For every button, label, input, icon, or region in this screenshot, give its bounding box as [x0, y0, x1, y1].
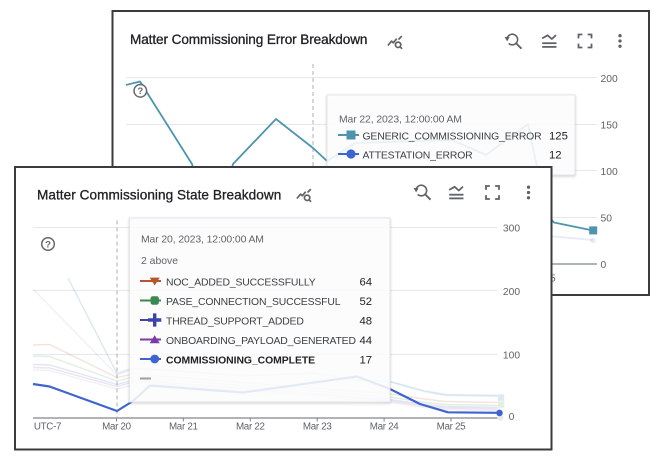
svg-text:Matter Commissioning Error Bre: Matter Commissioning Error Breakdown: [130, 32, 367, 47]
svg-text:12: 12: [549, 149, 562, 161]
svg-text:UTC-7: UTC-7: [34, 422, 61, 433]
svg-text:17: 17: [360, 354, 373, 366]
svg-text:2 above: 2 above: [141, 256, 178, 267]
svg-text:Mar 20, 2023, 12:00:00 AM: Mar 20, 2023, 12:00:00 AM: [141, 235, 264, 246]
svg-text:Mar 20: Mar 20: [102, 422, 132, 433]
svg-text:COMMISSIONING_COMPLETE: COMMISSIONING_COMPLETE: [166, 355, 315, 366]
svg-text:Mar 22, 2023, 12:00:00 AM: Mar 22, 2023, 12:00:00 AM: [339, 115, 462, 126]
svg-text:200: 200: [601, 74, 618, 85]
svg-text:100: 100: [601, 167, 618, 178]
svg-text:Mar 24: Mar 24: [370, 422, 400, 433]
svg-text:44: 44: [360, 335, 373, 347]
svg-text:NOC_ADDED_SUCCESSFULLY: NOC_ADDED_SUCCESSFULLY: [166, 277, 316, 288]
svg-text:48: 48: [360, 315, 373, 327]
svg-text:PASE_CONNECTION_SUCCESSFUL: PASE_CONNECTION_SUCCESSFUL: [166, 297, 341, 308]
svg-text:200: 200: [503, 287, 520, 298]
svg-text:300: 300: [503, 223, 520, 234]
svg-text:Mar 25: Mar 25: [437, 422, 467, 433]
svg-text:ONBOARDING_PAYLOAD_GENERATED: ONBOARDING_PAYLOAD_GENERATED: [166, 336, 356, 347]
svg-text:0: 0: [509, 412, 515, 423]
svg-text:GENERIC_COMMISSIONING_ERROR: GENERIC_COMMISSIONING_ERROR: [363, 131, 543, 142]
svg-text:Mar 22: Mar 22: [236, 422, 265, 433]
svg-text:Mar 21: Mar 21: [169, 422, 198, 433]
svg-text:52: 52: [360, 296, 373, 308]
svg-text:125: 125: [549, 130, 568, 142]
svg-text:ATTESTATION_ERROR: ATTESTATION_ERROR: [363, 150, 474, 161]
svg-text:150: 150: [601, 120, 618, 131]
svg-text:Matter Commissioning State Bre: Matter Commissioning State Breakdown: [37, 187, 281, 202]
svg-text:64: 64: [360, 276, 373, 288]
svg-text:50: 50: [601, 213, 613, 224]
svg-text:THREAD_SUPPORT_ADDED: THREAD_SUPPORT_ADDED: [166, 316, 304, 327]
svg-text:100: 100: [503, 350, 520, 361]
svg-text:0: 0: [601, 260, 607, 271]
svg-text:Mar 23: Mar 23: [303, 422, 333, 433]
